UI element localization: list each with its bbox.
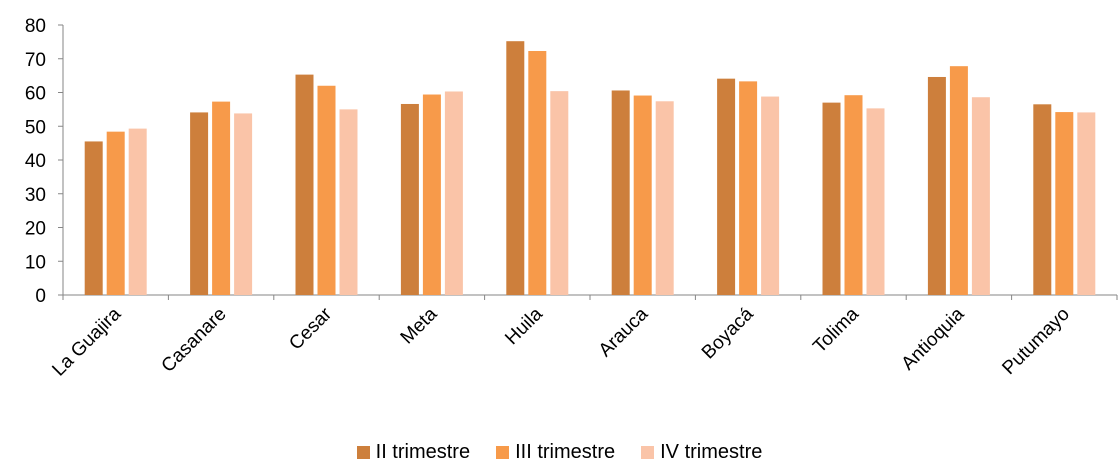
legend-item: II trimestre — [356, 440, 471, 464]
bar-tolima-series-2 — [844, 95, 863, 295]
bar-meta-series-1 — [400, 103, 419, 295]
bar-tolima-series-3 — [866, 108, 885, 295]
tick-labels: 0 10 20 30 40 50 60 70 80 La Guajira Casanare Cesar… — [25, 16, 1074, 381]
legend-swatch — [496, 445, 510, 459]
y-tick-label: 70 — [25, 50, 46, 71]
x-category-label: Cesar — [285, 303, 336, 354]
x-category-label: Putumayo — [998, 304, 1073, 379]
x-category-label: Meta — [397, 303, 442, 348]
bar-huila-series-2 — [528, 50, 547, 295]
y-tick-label: 60 — [25, 84, 46, 105]
y-tick-label: 80 — [25, 16, 46, 37]
legend: II trimestre III trimestre IV trimestre — [0, 440, 1119, 464]
x-category-label: Arauca — [595, 303, 653, 361]
legend-label: III trimestre — [515, 440, 616, 463]
bar-arauca-series-1 — [611, 90, 630, 295]
bar-arauca-series-3 — [655, 101, 674, 296]
bar-putumayo-series-1 — [1033, 104, 1052, 295]
legend-swatch — [641, 445, 655, 459]
bar-casanare-series-3 — [234, 113, 253, 295]
x-category-label: Tolima — [809, 303, 863, 357]
bar-meta-series-2 — [422, 94, 441, 296]
bar-antioquia-series-1 — [927, 76, 946, 295]
bar-huila-series-3 — [550, 91, 569, 296]
legend-item: IV trimestre — [641, 441, 762, 464]
y-tick-label: 50 — [25, 117, 46, 138]
bar-huila-series-1 — [506, 41, 525, 296]
bars — [84, 41, 1096, 296]
x-category-label: Casanare — [158, 304, 231, 377]
bar-meta-series-3 — [444, 91, 463, 295]
legend-label: IV trimestre — [660, 440, 763, 463]
x-category-label: Boyacá — [698, 303, 758, 363]
bar-antioquia-series-3 — [971, 97, 990, 295]
bar-boyac--series-1 — [717, 78, 736, 295]
bar-tolima-series-1 — [822, 102, 841, 295]
bar-cesar-series-3 — [339, 109, 358, 295]
bar-chart: 0 10 20 30 40 50 60 70 80 La Guajira Casanare Cesar… — [25, 16, 1118, 381]
bar-boyac--series-3 — [761, 96, 780, 295]
bar-casanare-series-2 — [212, 101, 231, 295]
bar-arauca-series-2 — [633, 95, 652, 295]
y-tick-label: 40 — [25, 151, 46, 172]
bar-cesar-series-1 — [295, 74, 314, 295]
bar-boyac--series-2 — [739, 81, 758, 295]
bar-putumayo-series-2 — [1055, 112, 1074, 295]
y-tick-label: 20 — [25, 219, 46, 240]
bar-la-guajira-series-1 — [84, 141, 103, 295]
x-category-label: Antioquia — [898, 303, 969, 374]
bar-cesar-series-2 — [317, 85, 336, 295]
bar-antioquia-series-2 — [949, 66, 968, 295]
legend-swatch — [356, 445, 370, 459]
y-tick-label: 30 — [25, 185, 46, 206]
bar-putumayo-series-3 — [1077, 112, 1096, 295]
y-tick-label: 10 — [25, 252, 46, 273]
bar-casanare-series-1 — [190, 112, 209, 295]
x-category-label: Huila — [501, 303, 547, 349]
x-category-label: La Guajira — [48, 303, 125, 380]
legend-label: II trimestre — [375, 440, 471, 463]
y-tick-label: 0 — [35, 286, 46, 307]
legend-item: III trimestre — [496, 441, 615, 464]
bar-la-guajira-series-2 — [106, 131, 125, 295]
bar-la-guajira-series-3 — [128, 128, 147, 295]
